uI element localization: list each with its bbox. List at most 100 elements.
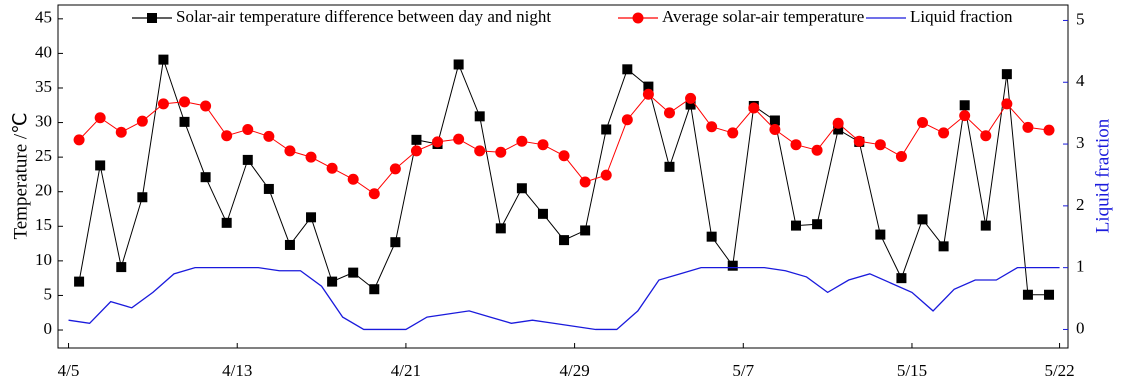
square-marker [95,160,106,171]
square-marker [74,276,85,287]
square-marker [242,154,253,165]
y2-tick-label: 2 [1076,195,1085,214]
square-marker [1044,289,1055,300]
square-marker [495,223,506,234]
square-marker [158,54,169,65]
x-tick-label: 4/29 [559,361,589,380]
circle-marker [537,139,549,151]
square-marker [875,229,886,240]
circle-marker [895,150,907,162]
y-tick-label: 45 [35,8,52,27]
legend-label: Average solar-air temperature [662,7,864,26]
square-marker [959,100,970,111]
y-tick-label: 10 [35,250,52,269]
circle-marker [685,92,697,104]
square-marker [137,192,148,203]
square-marker [790,220,801,231]
square-marker [411,134,422,145]
square-marker [622,64,633,75]
circle-marker [959,110,971,122]
y-tick-label: 15 [35,215,52,234]
circle-marker [284,145,296,157]
circle-marker [453,133,465,145]
circle-marker [1043,124,1055,136]
square-marker [200,172,211,183]
square-marker [453,59,464,70]
circle-marker [432,136,444,148]
square-marker [601,124,612,135]
circle-marker [516,135,528,147]
circle-marker [642,88,654,100]
square-marker [833,124,844,135]
circle-marker [769,123,781,135]
y-tick-label: 20 [35,181,52,200]
square-marker [348,267,359,278]
circle-marker [368,188,380,200]
circle-marker [706,121,718,133]
square-marker [896,273,907,284]
series-line [78,93,1050,195]
square-marker [516,183,527,194]
y-tick-label: 30 [35,111,52,130]
circle-marker [917,117,929,129]
legend-label: Solar-air temperature difference between… [176,7,551,26]
y2-axis-label: Liquid fraction [1092,118,1113,233]
square-marker [537,208,548,219]
y-tick-label: 40 [35,42,52,61]
circle-marker [811,144,823,156]
square-marker [580,225,591,236]
square-marker [664,161,675,172]
circle-marker [495,146,507,158]
circle-marker [73,134,85,146]
y-tick-label: 25 [35,146,52,165]
circle-marker [305,151,317,163]
circle-marker [326,162,338,174]
circle-marker [115,126,127,138]
circle-marker [263,130,275,142]
circle-marker [157,98,169,110]
y2-tick-label: 5 [1076,9,1085,28]
square-marker [327,276,338,287]
square-marker [221,217,232,228]
square-marker [685,99,696,110]
square-marker [938,241,949,252]
square-marker [706,231,717,242]
square-marker [474,111,485,122]
y-tick-label: 0 [44,319,53,338]
square-marker [643,81,654,92]
legend-marker [147,13,157,23]
square-marker [284,239,295,250]
circle-marker [874,139,886,151]
circle-marker [94,112,106,124]
circle-marker [347,173,359,185]
circle-marker [1001,98,1013,110]
x-tick-label: 5/7 [732,361,754,380]
circle-marker [474,145,486,157]
circle-marker [389,163,401,175]
square-marker [980,220,991,231]
circle-marker [980,130,992,142]
circle-marker [938,127,950,139]
square-marker [116,262,127,273]
x-tick-label: 5/15 [897,361,927,380]
square-marker [1001,69,1012,80]
y2-tick-label: 4 [1076,71,1085,90]
square-marker [559,235,570,246]
y2-tick-label: 1 [1076,257,1085,276]
circle-marker [200,100,212,112]
circle-marker [600,169,612,181]
square-marker [390,237,401,248]
series-line [78,59,1050,296]
circle-marker [558,150,570,162]
circle-marker [136,115,148,127]
plot-frame [57,4,1069,349]
circle-marker [663,107,675,119]
square-marker [917,214,928,225]
circle-marker [832,117,844,129]
x-tick-label: 4/21 [391,361,421,380]
y-tick-label: 5 [44,284,53,303]
square-marker [306,212,317,223]
circle-marker [790,139,802,151]
circle-marker [179,96,191,108]
